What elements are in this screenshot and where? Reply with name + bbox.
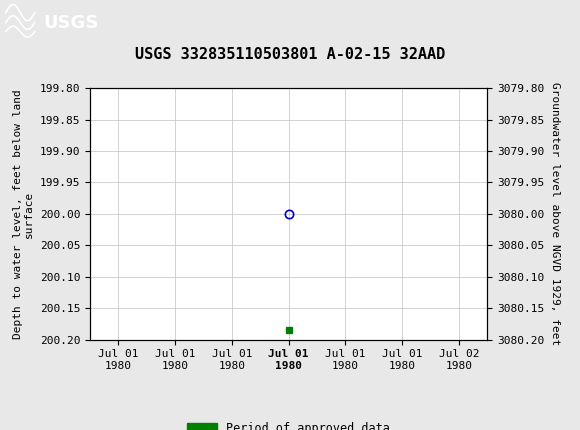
Y-axis label: Groundwater level above NGVD 1929, feet: Groundwater level above NGVD 1929, feet <box>550 82 560 346</box>
Text: USGS: USGS <box>44 14 99 31</box>
Y-axis label: Depth to water level, feet below land
surface: Depth to water level, feet below land su… <box>13 89 34 339</box>
Text: USGS 332835110503801 A-02-15 32AAD: USGS 332835110503801 A-02-15 32AAD <box>135 47 445 62</box>
Legend: Period of approved data: Period of approved data <box>183 417 394 430</box>
